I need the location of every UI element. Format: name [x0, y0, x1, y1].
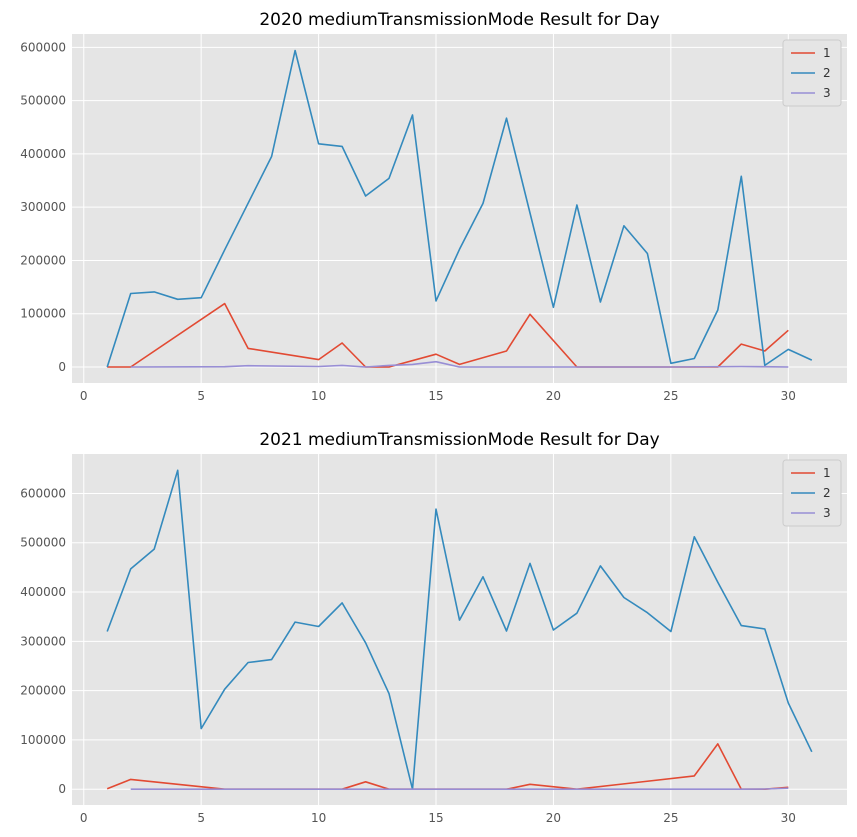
- series-line-1: [107, 302, 789, 368]
- legend-label-1: 1: [823, 466, 831, 480]
- x-tick-label: 20: [546, 811, 561, 825]
- series-line-3: [130, 360, 789, 368]
- x-tick-label: 10: [311, 811, 326, 825]
- y-tick-label: 300000: [20, 634, 66, 648]
- y-tick-label: 600000: [20, 40, 66, 54]
- y-tick-label: 200000: [20, 684, 66, 698]
- x-tick-label: 0: [80, 389, 88, 403]
- y-tick-label: 100000: [20, 733, 66, 747]
- legend-label-3: 3: [823, 506, 831, 520]
- y-tick-label: 600000: [20, 486, 66, 500]
- legend-label-2: 2: [823, 66, 831, 80]
- x-tick-label: 5: [197, 811, 205, 825]
- chart-title: 2021 mediumTransmissionMode Result for D…: [259, 430, 659, 450]
- legend: 1 2 3: [782, 459, 842, 527]
- plot-area: [72, 34, 847, 383]
- chart-2021-day: 0 5 10 15 20 25 30 0 100000 200000 300000 400000 500…: [20, 430, 847, 825]
- x-tick-label: 5: [197, 389, 205, 403]
- x-tick-label: 20: [546, 389, 561, 403]
- y-tick-label: 100000: [20, 307, 66, 321]
- y-tick-label: 0: [58, 782, 66, 796]
- y-tick-label: 300000: [20, 200, 66, 214]
- y-tick-label: 200000: [20, 253, 66, 267]
- series-line-2: [106, 469, 813, 791]
- legend: 1 2 3: [782, 39, 842, 107]
- chart-title: 2020 mediumTransmissionMode Result for D…: [259, 10, 659, 30]
- x-tick-label: 30: [781, 389, 796, 403]
- legend-label-2: 2: [823, 486, 831, 500]
- y-tick-label: 400000: [20, 147, 66, 161]
- y-tick-label: 500000: [20, 536, 66, 550]
- x-tick-label: 30: [781, 811, 796, 825]
- x-tick-label: 0: [80, 811, 88, 825]
- y-tick-label: 400000: [20, 585, 66, 599]
- x-tick-label: 15: [428, 389, 443, 403]
- x-tick-label: 25: [663, 811, 678, 825]
- x-tick-label: 15: [428, 811, 443, 825]
- x-tick-label: 10: [311, 389, 326, 403]
- y-tick-label: 500000: [20, 94, 66, 108]
- series-line-3: [130, 787, 789, 791]
- x-tick-label: 25: [663, 389, 678, 403]
- plot-area: [72, 454, 847, 805]
- series-line-2: [106, 49, 813, 368]
- y-tick-label: 0: [58, 360, 66, 374]
- chart-2020-day: 0 5 10 15 20 25 30 0 100000 200000 300000 400000 500…: [20, 10, 847, 403]
- legend-label-3: 3: [823, 86, 831, 100]
- legend-label-1: 1: [823, 46, 831, 60]
